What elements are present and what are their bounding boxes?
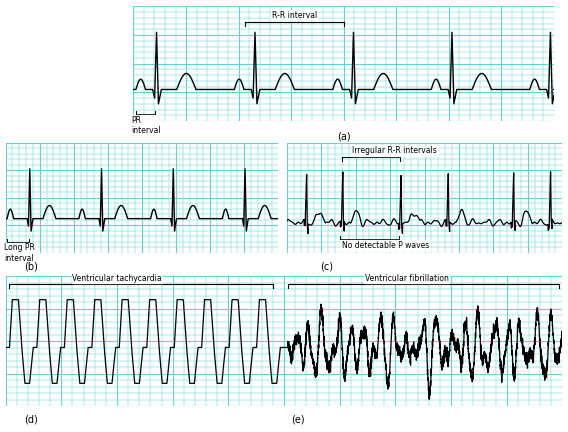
Text: Irregular R-R intervals: Irregular R-R intervals <box>353 146 437 155</box>
Text: (a): (a) <box>337 132 350 142</box>
Text: R-R interval: R-R interval <box>272 11 318 19</box>
Text: (d): (d) <box>24 415 38 425</box>
Text: (c): (c) <box>320 261 333 271</box>
Text: No detectable P waves: No detectable P waves <box>341 241 429 250</box>
Text: Ventricular tachycardia: Ventricular tachycardia <box>73 273 162 283</box>
Text: PR
interval: PR interval <box>131 116 161 135</box>
Text: (e): (e) <box>291 415 305 425</box>
Text: Ventricular fibrillation: Ventricular fibrillation <box>365 273 448 283</box>
Text: Long PR
interval: Long PR interval <box>4 243 35 263</box>
Text: (b): (b) <box>24 261 38 271</box>
